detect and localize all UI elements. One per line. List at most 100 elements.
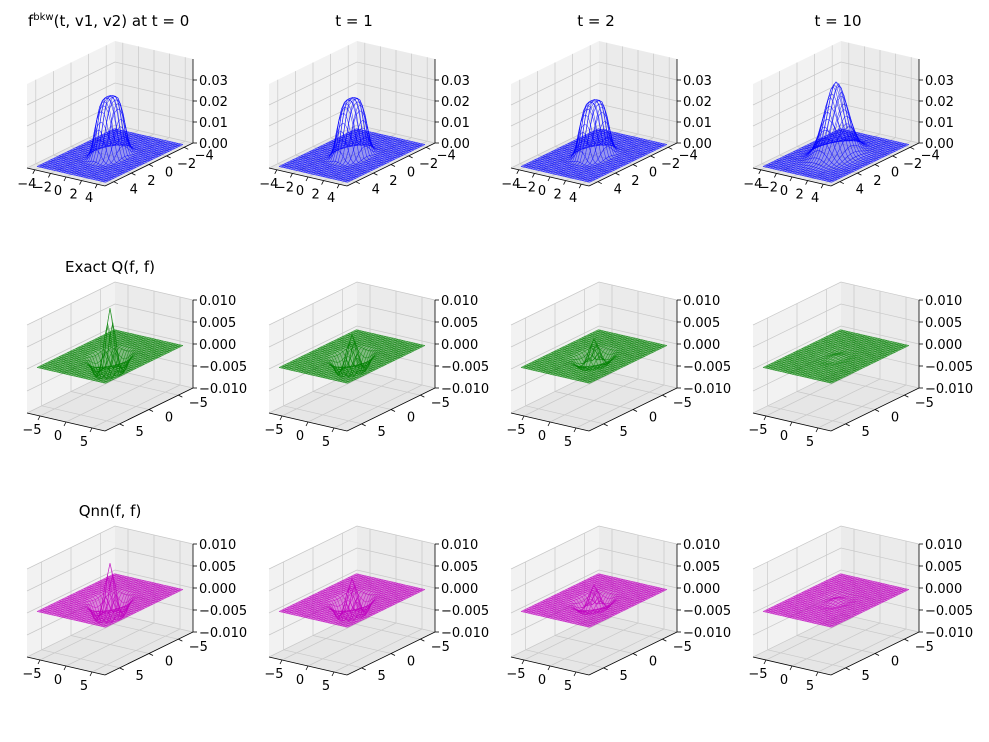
surface-wire [562,112,641,177]
surface-wire [542,578,621,617]
z-tick-label: 0.03 [199,74,228,89]
y-tick-mark [390,164,396,167]
y-tick-label: 0 [165,411,173,426]
x-tick-mark [547,421,551,427]
surface-nn [762,573,910,628]
surface-wire [102,588,181,628]
surface-wire [344,143,423,183]
floor-gridline-y [307,622,397,667]
surface-wire [318,101,396,176]
surface-wire [53,577,132,616]
surface-wire [73,324,152,380]
y-tick-mark [668,146,673,150]
surface-wire [340,343,418,382]
surface-nn [520,573,668,628]
surface-wire [804,339,883,378]
surface-wire [71,95,149,175]
surface-wire [809,135,888,178]
y-tick-mark [420,394,425,398]
surface-wire [330,341,409,380]
surface-wire [540,132,619,172]
z-tick-label: −0.010 [441,382,489,397]
surface-wire [765,128,844,168]
x-tick-label: 0 [296,429,304,444]
x-tick-label: −5 [748,667,767,682]
surface-wire [567,139,646,178]
surface-wire [537,333,616,372]
z-gridline [268,547,436,592]
surface-wire [347,144,426,183]
surface-wire [824,343,902,382]
surface-wire [39,128,118,168]
y-tick-mark [178,394,183,398]
y-tick-label: −5 [189,396,208,411]
z-tick-label: 0.000 [683,582,720,597]
z-gridline [268,303,436,348]
surface-wire [542,334,621,373]
surface-wire [298,132,377,172]
surface-wire [782,333,861,373]
surface-wire [93,586,171,625]
surface-wire [799,581,878,621]
floor-gridline-y [91,384,181,429]
surface-wire [73,96,152,176]
z-gridline [752,82,920,127]
y-tick-mark [373,172,378,176]
surface-wire [528,575,606,614]
surface-wire [291,332,369,371]
surface-wire [806,583,885,622]
z-tick-label: 0.00 [199,137,228,152]
z-tick-label: 0.005 [441,560,478,575]
surface-wire [71,308,149,380]
z-gridline [26,281,194,326]
z-gridline [268,124,436,169]
y-tick-label: 0 [649,655,657,670]
surface-nn [278,573,426,628]
z-gridline [268,525,436,570]
z-gridline [752,61,920,106]
y-tick-label: 5 [862,669,870,684]
surface-wire [762,573,841,612]
y-tick-label: 0 [407,166,415,181]
surface-wire [537,577,616,616]
z-gridline [510,61,678,106]
x-tick-label: 0 [296,184,304,199]
y-tick-label: 0 [165,166,173,181]
z-gridline [510,591,678,636]
surface-wire [322,583,401,622]
surface-wire [313,333,391,378]
x-tick-label: 2 [795,188,803,203]
y-tick-label: 5 [620,669,628,684]
y-tick-label: −2 [903,157,922,172]
surface-wire [794,336,873,376]
panel-1-0: −5 0 5 −5 0 5 −0.010 −0.005 0.000 0.005 0.010 [22,281,247,450]
floor-gridline-y [765,616,855,661]
z-gridline [26,61,194,106]
y-tick-mark [361,667,366,671]
surface-wire [811,584,890,624]
y-tick-label: −5 [431,396,450,411]
surface-wire [547,335,626,374]
floor-gridline-y [523,616,613,661]
surface-wire [784,578,863,617]
surface-wire [528,331,606,370]
y-tick-label: 0 [891,166,899,181]
z-tick-label: 0.000 [925,338,962,353]
surface-wire [564,128,643,177]
x-tick-label: 5 [80,435,88,450]
surface-wire [335,586,413,625]
z-tick-label: 0.005 [199,316,236,331]
surface-wire [560,582,638,621]
surface-wire [814,585,893,624]
z-tick-label: 0.03 [683,74,712,89]
x-tick-label: −5 [506,667,525,682]
surface-wire [826,588,905,627]
surface-wire [821,586,900,626]
surface-f [278,97,426,183]
surface-wire [36,128,115,167]
surface-wire [802,95,880,176]
surface-exact [762,329,910,384]
z-gridline [510,124,678,169]
